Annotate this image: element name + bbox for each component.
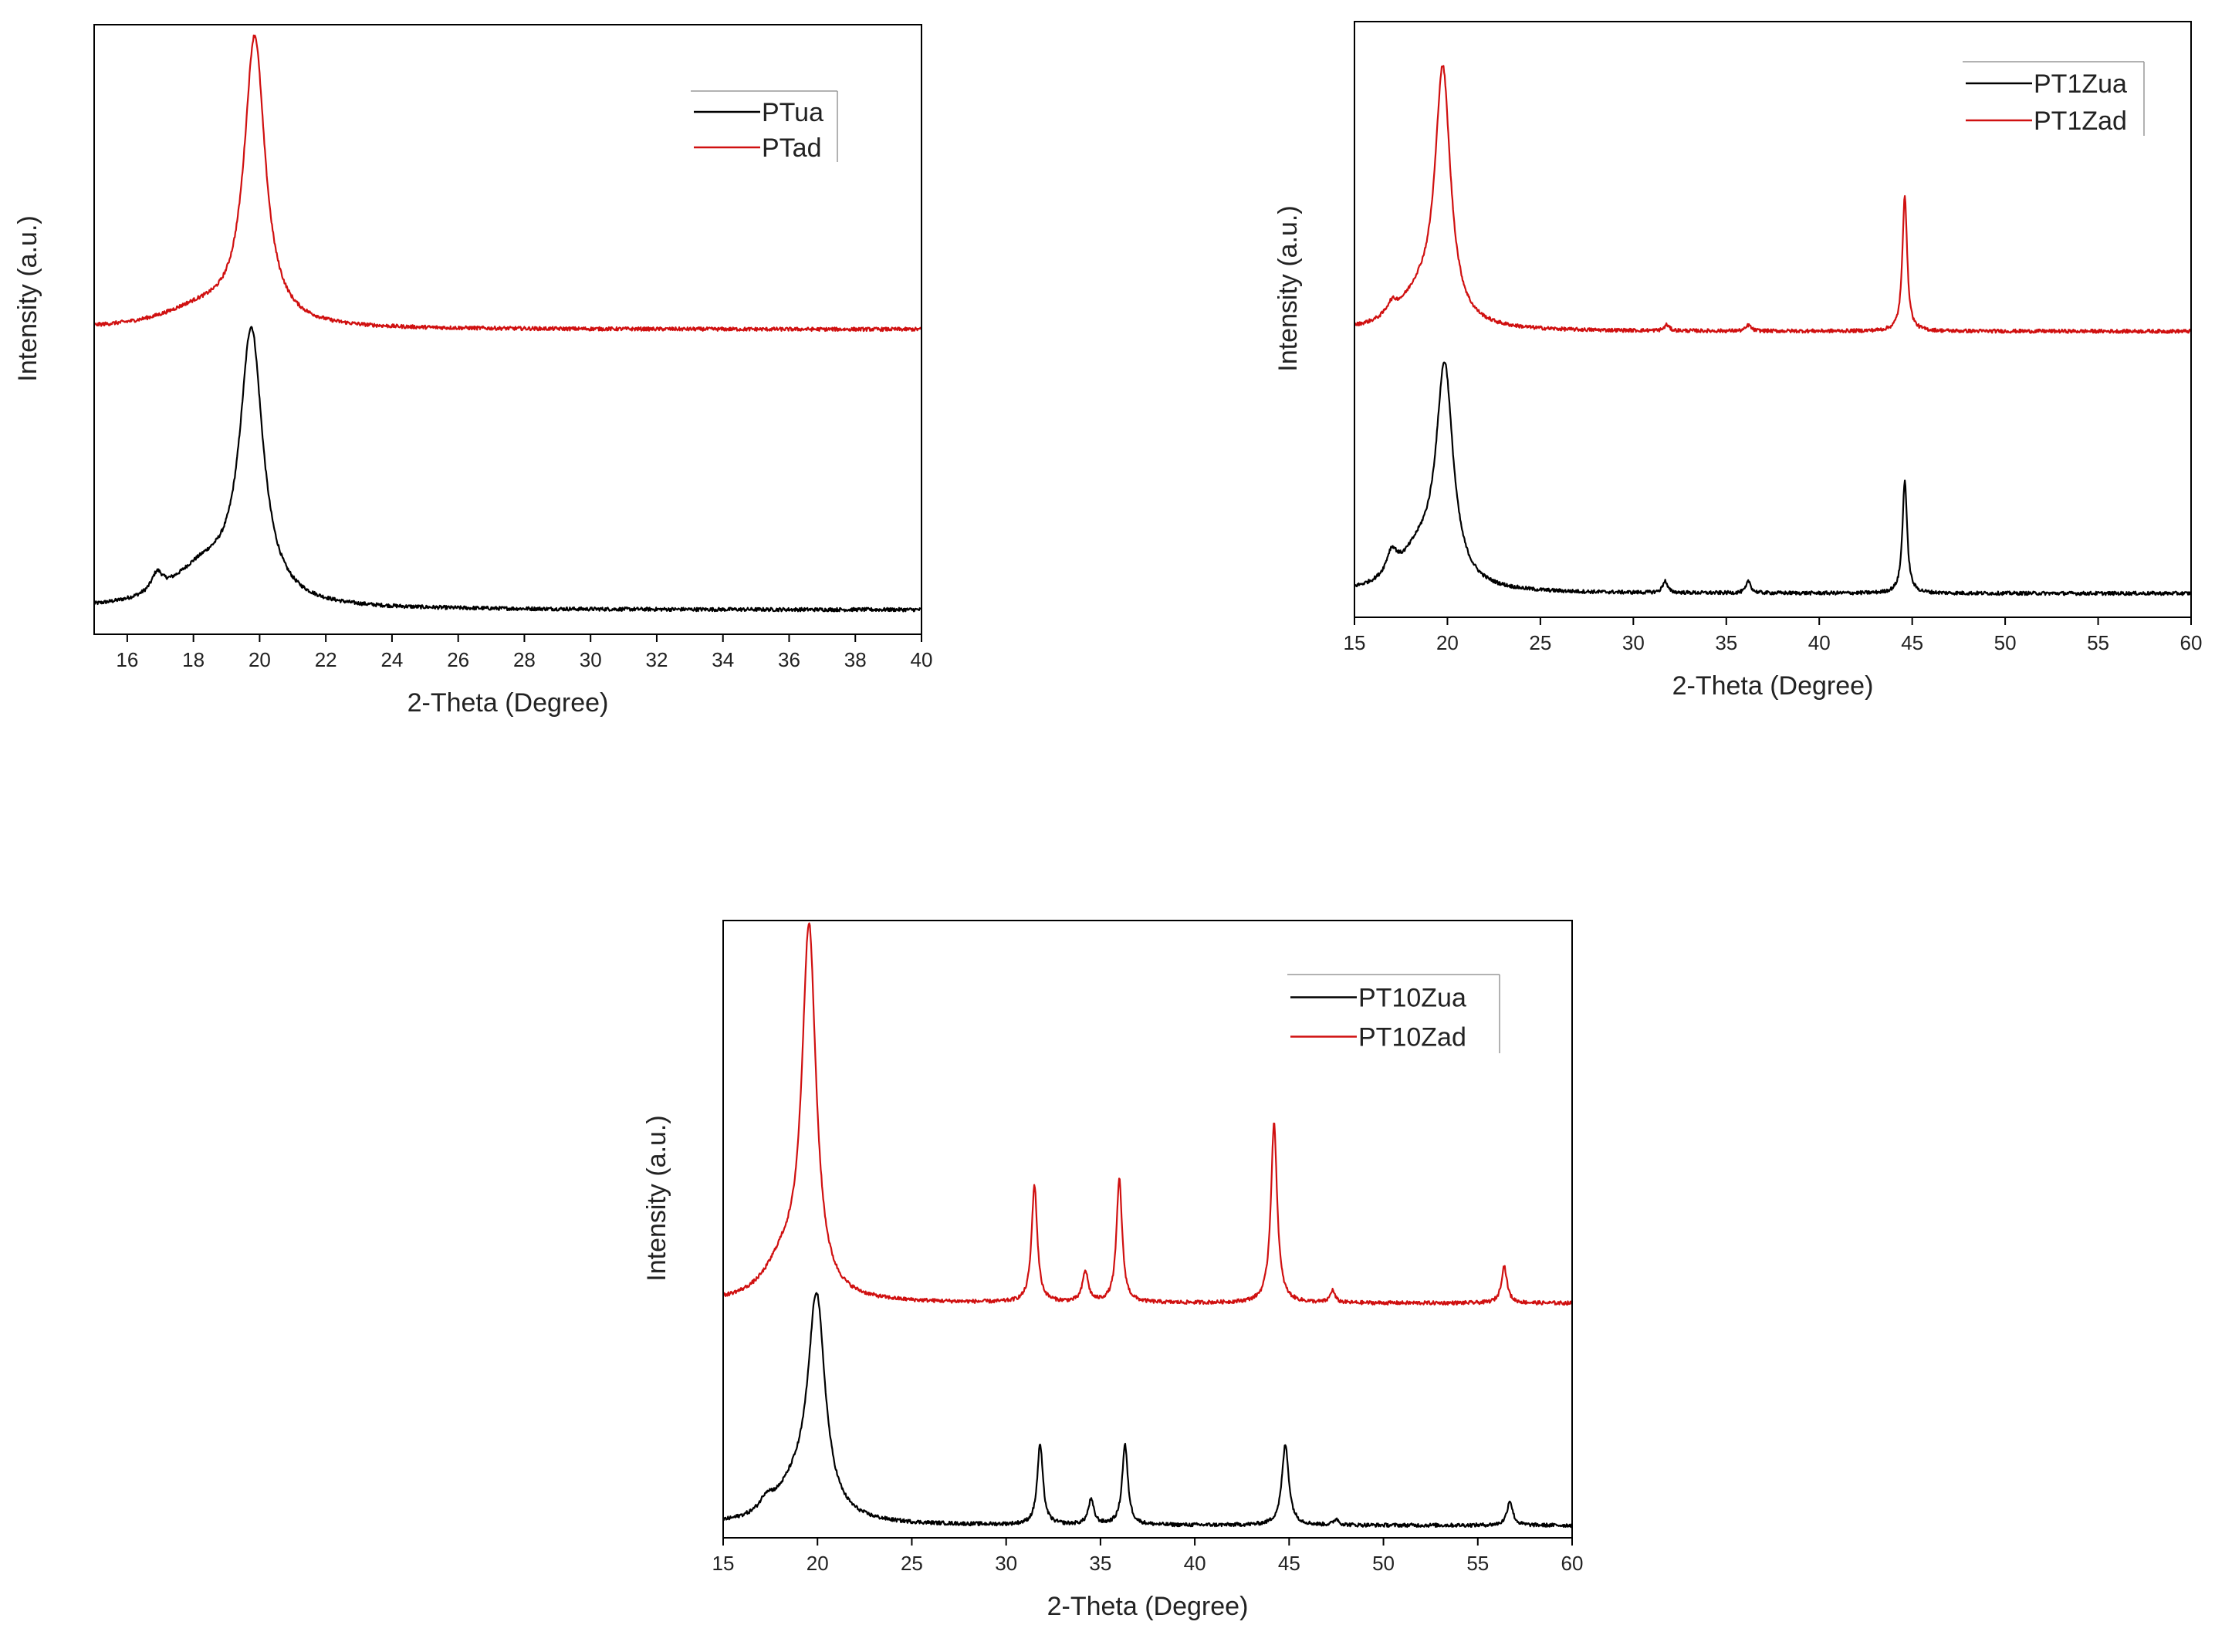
x-tick-label: 40	[1808, 631, 1831, 654]
x-tick-label: 60	[1561, 1552, 1584, 1575]
x-axis-title: 2-Theta (Degree)	[407, 688, 609, 718]
x-tick-label: 22	[315, 648, 337, 671]
legend-label-PT1Zad: PT1Zad	[2034, 106, 2127, 136]
x-tick-label: 38	[844, 648, 867, 671]
legend: PT1Zua PT1Zad	[1963, 61, 2145, 136]
legend: PTua PTad	[691, 90, 838, 163]
plot-frame	[1354, 21, 2192, 618]
x-tick-label: 45	[1901, 631, 1923, 654]
x-tick-label: 40	[1184, 1552, 1206, 1575]
chart-panel-2: 15 20 25 30 35 40 45 50 55 60 2-Theta (Degree) Inte…	[1273, 21, 2203, 701]
series-line-PT1Zad	[1353, 65, 2192, 334]
x-tick-label: 50	[1372, 1552, 1395, 1575]
legend-label-PTad: PTad	[762, 133, 822, 163]
x-tick-label: 40	[911, 648, 933, 671]
legend: PT10Zua PT10Zad	[1287, 974, 1500, 1053]
x-tick-label: 35	[1715, 631, 1737, 654]
x-tick-label: 28	[513, 648, 536, 671]
legend-label-PTua: PTua	[762, 98, 823, 127]
x-tick-label: 20	[807, 1552, 829, 1575]
legend-label-PT1Zua: PT1Zua	[2034, 69, 2127, 99]
x-axis-title: 2-Theta (Degree)	[1047, 1592, 1249, 1621]
x-tick-label: 15	[712, 1552, 735, 1575]
legend-label-PT10Zua: PT10Zua	[1358, 984, 1466, 1013]
x-tick-label: 30	[995, 1552, 1017, 1575]
series-line-PT1Zua	[1354, 361, 2193, 596]
plot-frame	[722, 920, 1573, 1539]
x-axis-title: 2-Theta (Degree)	[1672, 671, 1874, 701]
series-line-PT10Zad	[722, 922, 1573, 1306]
x-tick-label: 55	[2087, 631, 2109, 654]
x-tick-label: 20	[249, 648, 271, 671]
x-tick-label: 55	[1466, 1552, 1489, 1575]
x-tick-label: 30	[1622, 631, 1645, 654]
legend-label-PT10Zad: PT10Zad	[1358, 1023, 1466, 1052]
x-tick-label: 50	[1994, 631, 2017, 654]
x-tick-label: 45	[1278, 1552, 1300, 1575]
y-axis-title: Intensity (a.u.)	[13, 215, 42, 381]
chart-panel-3: 15 20 25 30 35 40 45 50 55 60 2-Theta (Degree) Inte…	[642, 920, 1584, 1621]
x-tick-label: 60	[2180, 631, 2203, 654]
series-line-PTua	[93, 326, 922, 613]
x-tick-label: 25	[901, 1552, 923, 1575]
plot-frame	[93, 24, 922, 635]
x-tick-label: 30	[580, 648, 602, 671]
x-tick-label: 20	[1436, 631, 1459, 654]
x-tick-label: 24	[380, 648, 403, 671]
series-line-PT10Zua	[722, 1292, 1574, 1529]
x-tick-label: 25	[1529, 631, 1551, 654]
x-tick-label: 18	[182, 648, 205, 671]
y-axis-title: Intensity (a.u.)	[1273, 205, 1303, 371]
x-tick-label: 32	[645, 648, 668, 671]
y-axis-title: Intensity (a.u.)	[642, 1115, 671, 1281]
x-tick-label: 16	[116, 648, 138, 671]
chart-panel-1: 16 18 20 22 24 26 28 30 32 34 36 38 40 2-Theta (Degre…	[13, 24, 933, 718]
x-tick-label: 35	[1089, 1552, 1111, 1575]
x-tick-label: 15	[1344, 631, 1366, 654]
series-line-PTad	[93, 34, 922, 333]
x-tick-label: 36	[778, 648, 800, 671]
x-tick-label: 26	[447, 648, 469, 671]
x-tick-label: 34	[712, 648, 734, 671]
